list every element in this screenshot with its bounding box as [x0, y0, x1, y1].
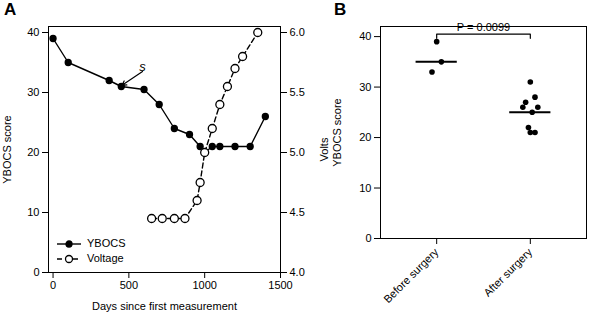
svg-text:Volts: Volts — [318, 137, 330, 161]
svg-text:YBOCS score: YBOCS score — [331, 98, 343, 166]
html-text:Voltage: Voltage — [87, 252, 124, 264]
svg-text:4.0: 4.0 — [290, 266, 305, 278]
html-text:B: B — [334, 0, 347, 19]
html-text:YBOCS: YBOCS — [87, 237, 126, 249]
svg-text:20: 20 — [359, 131, 371, 143]
svg-text:1500: 1500 — [268, 279, 292, 291]
svg-text:Before surgery: Before surgery — [381, 245, 441, 305]
svg-text:30: 30 — [359, 81, 371, 93]
svg-text:YBOCS score: YBOCS score — [1, 115, 13, 183]
svg-text:4.5: 4.5 — [290, 206, 305, 218]
svg-text:0: 0 — [33, 266, 39, 278]
svg-text:5.0: 5.0 — [290, 146, 305, 158]
svg-text:500: 500 — [120, 279, 138, 291]
svg-text:P = 0.0099: P = 0.0099 — [457, 21, 510, 33]
svg-text:0: 0 — [365, 232, 371, 244]
svg-text:5.5: 5.5 — [290, 86, 305, 98]
svg-text:After surgery: After surgery — [481, 245, 534, 298]
svg-text:s: s — [139, 59, 146, 74]
svg-text:10: 10 — [359, 182, 371, 194]
svg-text:6.0: 6.0 — [290, 26, 305, 38]
svg-text:40: 40 — [27, 26, 39, 38]
html-text:A: A — [4, 0, 17, 19]
svg-text:40: 40 — [359, 30, 371, 42]
svg-text:30: 30 — [27, 86, 39, 98]
svg-text:20: 20 — [27, 146, 39, 158]
svg-text:0: 0 — [50, 279, 56, 291]
svg-text:1000: 1000 — [192, 279, 216, 291]
svg-text:10: 10 — [27, 206, 39, 218]
svg-text:Days since first measurement: Days since first measurement — [92, 300, 237, 312]
